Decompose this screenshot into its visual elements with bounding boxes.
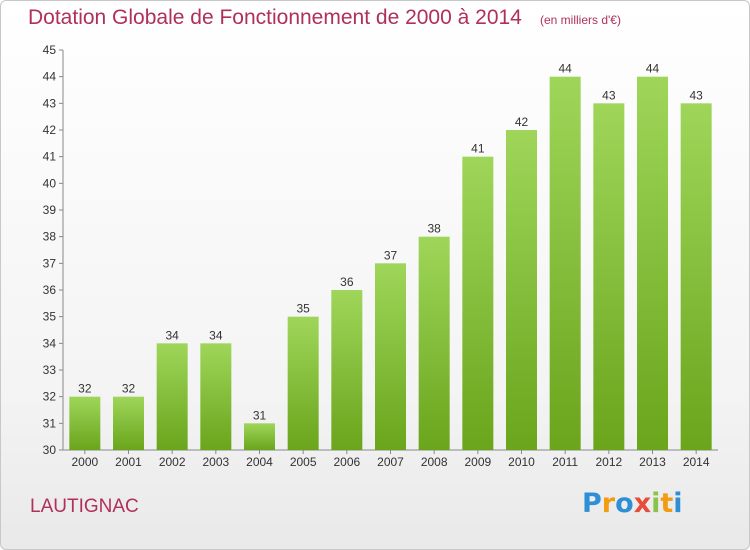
y-tick-label: 40 [43, 176, 57, 190]
chart-title: Dotation Globale de Fonctionnement de 20… [28, 6, 522, 29]
logo-letter: P [582, 488, 602, 519]
bar-2006 [331, 290, 363, 450]
bar-2001 [113, 396, 144, 450]
logo-letter: x [633, 488, 652, 519]
proxiti-logo: Proxiti [582, 488, 683, 519]
x-tick-label: 2005 [290, 455, 317, 469]
y-tick-label: 31 [43, 416, 57, 430]
y-tick-label: 44 [43, 70, 57, 84]
bar-2000 [69, 396, 101, 450]
x-tick-label: 2014 [683, 455, 710, 469]
bar-2012 [593, 103, 625, 450]
bar-2002 [156, 343, 188, 450]
y-tick-label: 43 [43, 96, 57, 110]
x-tick-label: 2013 [639, 455, 666, 469]
y-tick-label: 35 [43, 310, 57, 324]
data-label-2010: 42 [515, 115, 529, 129]
data-label-2003: 34 [209, 328, 223, 342]
bar-2014 [680, 103, 712, 450]
logo-letter: i [651, 488, 661, 519]
x-tick-label: 2003 [202, 455, 229, 469]
y-tick-label: 37 [43, 256, 57, 270]
x-tick-label: 2001 [115, 455, 142, 469]
bar-2010 [506, 130, 537, 450]
logo-letter: i [673, 488, 683, 519]
data-label-2001: 32 [122, 382, 136, 396]
y-tick-label: 32 [43, 390, 57, 404]
y-tick-label: 41 [43, 150, 57, 164]
bar-2003 [200, 343, 232, 450]
x-tick-label: 2007 [377, 455, 404, 469]
bar-2011 [549, 76, 581, 451]
x-tick-label: 2008 [421, 455, 448, 469]
x-tick-label: 2004 [246, 455, 273, 469]
y-tick-label: 36 [43, 283, 57, 297]
bar-2009 [462, 156, 494, 450]
bar-2008 [418, 236, 450, 450]
y-tick-label: 38 [43, 230, 57, 244]
data-label-2000: 32 [78, 382, 92, 396]
logo-letter: r [601, 488, 616, 519]
data-label-2011: 44 [558, 62, 572, 76]
data-label-2014: 43 [689, 88, 703, 102]
x-tick-label: 2009 [464, 455, 491, 469]
data-label-2009: 41 [471, 142, 485, 156]
data-label-2004: 31 [253, 408, 267, 422]
x-tick-label: 2012 [595, 455, 622, 469]
y-tick-label: 39 [43, 203, 57, 217]
y-tick-label: 30 [43, 443, 57, 457]
data-label-2008: 38 [427, 222, 441, 236]
y-tick-label: 42 [43, 123, 57, 137]
x-tick-label: 2011 [552, 455, 578, 469]
logo-letter: o [615, 488, 634, 519]
bar-2005 [287, 316, 319, 450]
x-tick-label: 2010 [508, 455, 535, 469]
x-tick-label: 2000 [71, 455, 98, 469]
x-tick-label: 2002 [159, 455, 186, 469]
data-label-2002: 34 [165, 328, 179, 342]
data-label-2005: 35 [296, 302, 310, 316]
chart-subtitle: (en milliers d'€) [540, 13, 621, 27]
data-label-2013: 44 [646, 62, 660, 76]
data-label-2012: 43 [602, 88, 616, 102]
commune-name: LAUTIGNAC [30, 496, 139, 517]
bar-2004 [244, 423, 275, 450]
x-tick-label: 2006 [333, 455, 360, 469]
y-tick-label: 33 [43, 363, 57, 377]
y-tick-label: 34 [43, 336, 57, 350]
bar-2013 [637, 76, 668, 451]
bar-2007 [375, 263, 406, 450]
data-label-2007: 37 [384, 248, 398, 262]
logo-letter: t [660, 488, 674, 519]
data-label-2006: 36 [340, 275, 354, 289]
y-tick-label: 45 [43, 43, 57, 57]
